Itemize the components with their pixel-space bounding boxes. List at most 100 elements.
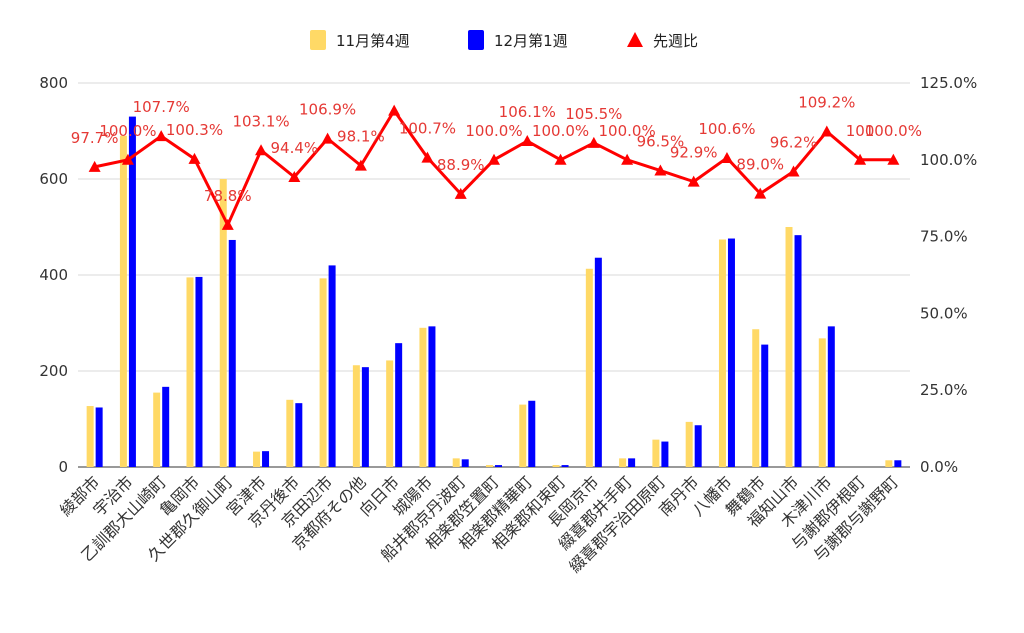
bar-2-11月第4週 (119, 135, 127, 468)
bar-13-11月第4週 (486, 465, 493, 467)
line-marker (288, 171, 301, 183)
data-label: 106.1% (499, 103, 556, 121)
line-marker (488, 153, 500, 165)
legend-item-先週比: 先週比 (653, 32, 698, 50)
data-label: 100.0% (465, 122, 522, 140)
bar-14-12月第1週 (528, 400, 536, 467)
bar-5-11月第4週 (219, 179, 227, 467)
bar-19-11月第4週 (685, 421, 693, 467)
legend-item-11月第4週: 11月第4週 (336, 32, 410, 50)
bar-22-12月第1週 (794, 235, 802, 467)
bar-21-12月第1週 (761, 344, 769, 467)
bar-8-12月第1週 (328, 265, 336, 467)
bar-12-11月第4週 (452, 458, 460, 467)
line-marker (854, 153, 867, 165)
bar-23-12月第1週 (827, 326, 835, 467)
line-marker (421, 151, 434, 163)
data-label: 94.4% (270, 139, 318, 157)
line-marker (121, 153, 134, 165)
data-label: 97.7% (71, 129, 119, 147)
legend-swatch (310, 30, 326, 50)
line-marker (654, 164, 667, 176)
bar-9-11月第4週 (352, 365, 360, 467)
data-label: 92.9% (670, 144, 718, 162)
y-right-tick-label: 125.0% (920, 74, 977, 92)
y-left-tick-label: 0 (58, 458, 68, 476)
bar-6-11月第4週 (253, 451, 261, 467)
data-label: 100 (846, 122, 875, 140)
data-label: 100.3% (166, 121, 223, 139)
data-label: 100.7% (399, 120, 456, 138)
line-marker (188, 152, 201, 164)
data-label: 109.2% (798, 94, 855, 112)
bar-15-12月第1週 (561, 465, 569, 467)
line-marker (321, 132, 334, 144)
y-left-tick-label: 400 (39, 266, 68, 284)
y-right-tick-label: 25.0% (920, 381, 968, 399)
legend-swatch (627, 32, 643, 47)
data-label: 105.5% (565, 105, 622, 123)
bar-13-12月第1週 (495, 465, 502, 467)
y-right-tick-label: 100.0% (920, 151, 977, 169)
data-label: 100.0% (99, 122, 156, 140)
bar-11-12月第1週 (428, 326, 436, 467)
bar-22-11月第4週 (785, 227, 793, 467)
data-label: 98.1% (337, 128, 385, 146)
bar-17-12月第1週 (628, 458, 636, 467)
bar-10-11月第4週 (386, 360, 394, 467)
data-label: 96.2% (770, 133, 818, 151)
bar-21-11月第4週 (752, 329, 760, 467)
data-label: 100.0% (532, 122, 589, 140)
line-marker (787, 165, 800, 177)
line-marker (887, 153, 900, 165)
line-marker (354, 159, 367, 171)
line-marker (221, 218, 234, 230)
data-label: 107.7% (133, 98, 190, 116)
line-marker (720, 151, 733, 163)
bar-3-11月第4週 (153, 392, 161, 467)
data-label: 88.9% (437, 156, 485, 174)
line-marker (88, 160, 101, 172)
bar-6-12月第1週 (262, 451, 270, 467)
y-left-tick-label: 800 (39, 74, 68, 92)
bar-23-11月第4週 (818, 338, 826, 467)
data-label: 78.8% (204, 187, 252, 205)
y-left-tick-label: 200 (39, 362, 68, 380)
bar-18-11月第4週 (652, 439, 660, 467)
data-label: 100.0% (865, 122, 922, 140)
bar-20-12月第1週 (727, 238, 735, 467)
bar-5-12月第1週 (228, 239, 236, 467)
line-marker (255, 144, 268, 156)
bar-2-12月第1週 (128, 116, 136, 467)
data-label: 100.0% (599, 122, 656, 140)
bar-18-12月第1週 (661, 441, 669, 467)
y-right-tick-label: 0.0% (920, 458, 958, 476)
line-marker (754, 187, 767, 199)
y-right-tick-label: 75.0% (920, 228, 968, 246)
line-marker (687, 175, 700, 187)
bar-7-12月第1週 (295, 403, 303, 467)
data-label: 103.1% (232, 112, 289, 130)
bar-4-12月第1週 (195, 276, 203, 467)
legend-item-12月第1週: 12月第1週 (494, 32, 568, 50)
bar-9-12月第1週 (361, 367, 369, 467)
bar-14-11月第4週 (519, 404, 527, 467)
bar-25-11月第4週 (885, 460, 893, 467)
y-left-tick-label: 600 (39, 170, 68, 188)
bar-19-12月第1週 (694, 425, 702, 467)
bar-16-12月第1週 (594, 257, 602, 467)
line-marker (454, 187, 467, 199)
y-right-tick-label: 50.0% (920, 304, 968, 322)
line-marker (554, 153, 567, 165)
line-marker (621, 153, 634, 165)
data-label: 89.0% (736, 156, 784, 174)
bar-11-11月第4週 (419, 327, 427, 467)
bar-1-12月第1週 (95, 407, 103, 467)
bar-7-11月第4週 (286, 399, 294, 467)
legend-swatch (468, 30, 484, 50)
bar-10-12月第1週 (395, 343, 403, 467)
bar-12-12月第1週 (461, 459, 469, 467)
bar-8-11月第4週 (319, 278, 327, 467)
